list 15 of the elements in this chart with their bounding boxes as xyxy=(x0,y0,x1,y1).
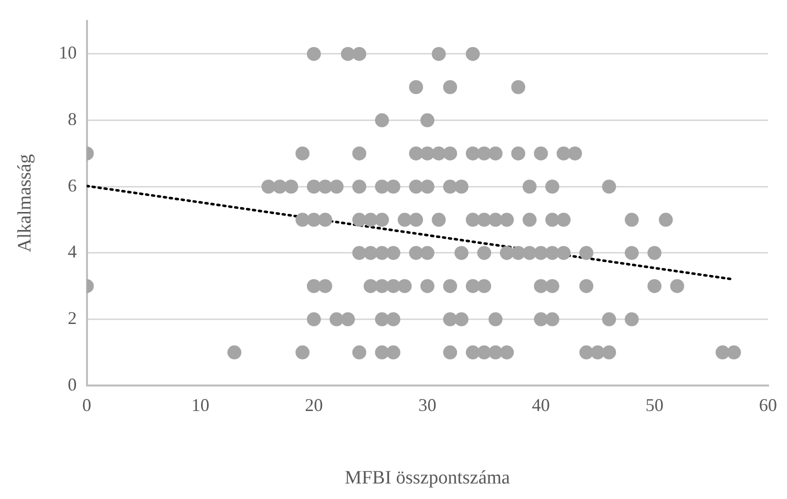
x-tick-label: 50 xyxy=(645,395,664,416)
x-tick-label: 20 xyxy=(304,395,323,416)
y-tick-label: 6 xyxy=(68,175,77,196)
y-tick-label: 10 xyxy=(58,42,77,63)
y-tick-label: 0 xyxy=(68,374,77,394)
y-axis-title: Alkalmasság xyxy=(14,154,36,252)
x-tick-label: 30 xyxy=(418,395,436,416)
y-tick-label: 8 xyxy=(68,109,77,130)
x-tick-label: 0 xyxy=(82,395,92,416)
x-tick-label: 10 xyxy=(191,395,210,416)
y-tick-label: 4 xyxy=(68,242,77,262)
x-tick-label: 60 xyxy=(759,395,777,416)
x-tick-label: 40 xyxy=(532,395,550,416)
x-axis-title: MFBI összpontszáma xyxy=(344,468,511,489)
y-tick-label: 2 xyxy=(68,308,77,328)
